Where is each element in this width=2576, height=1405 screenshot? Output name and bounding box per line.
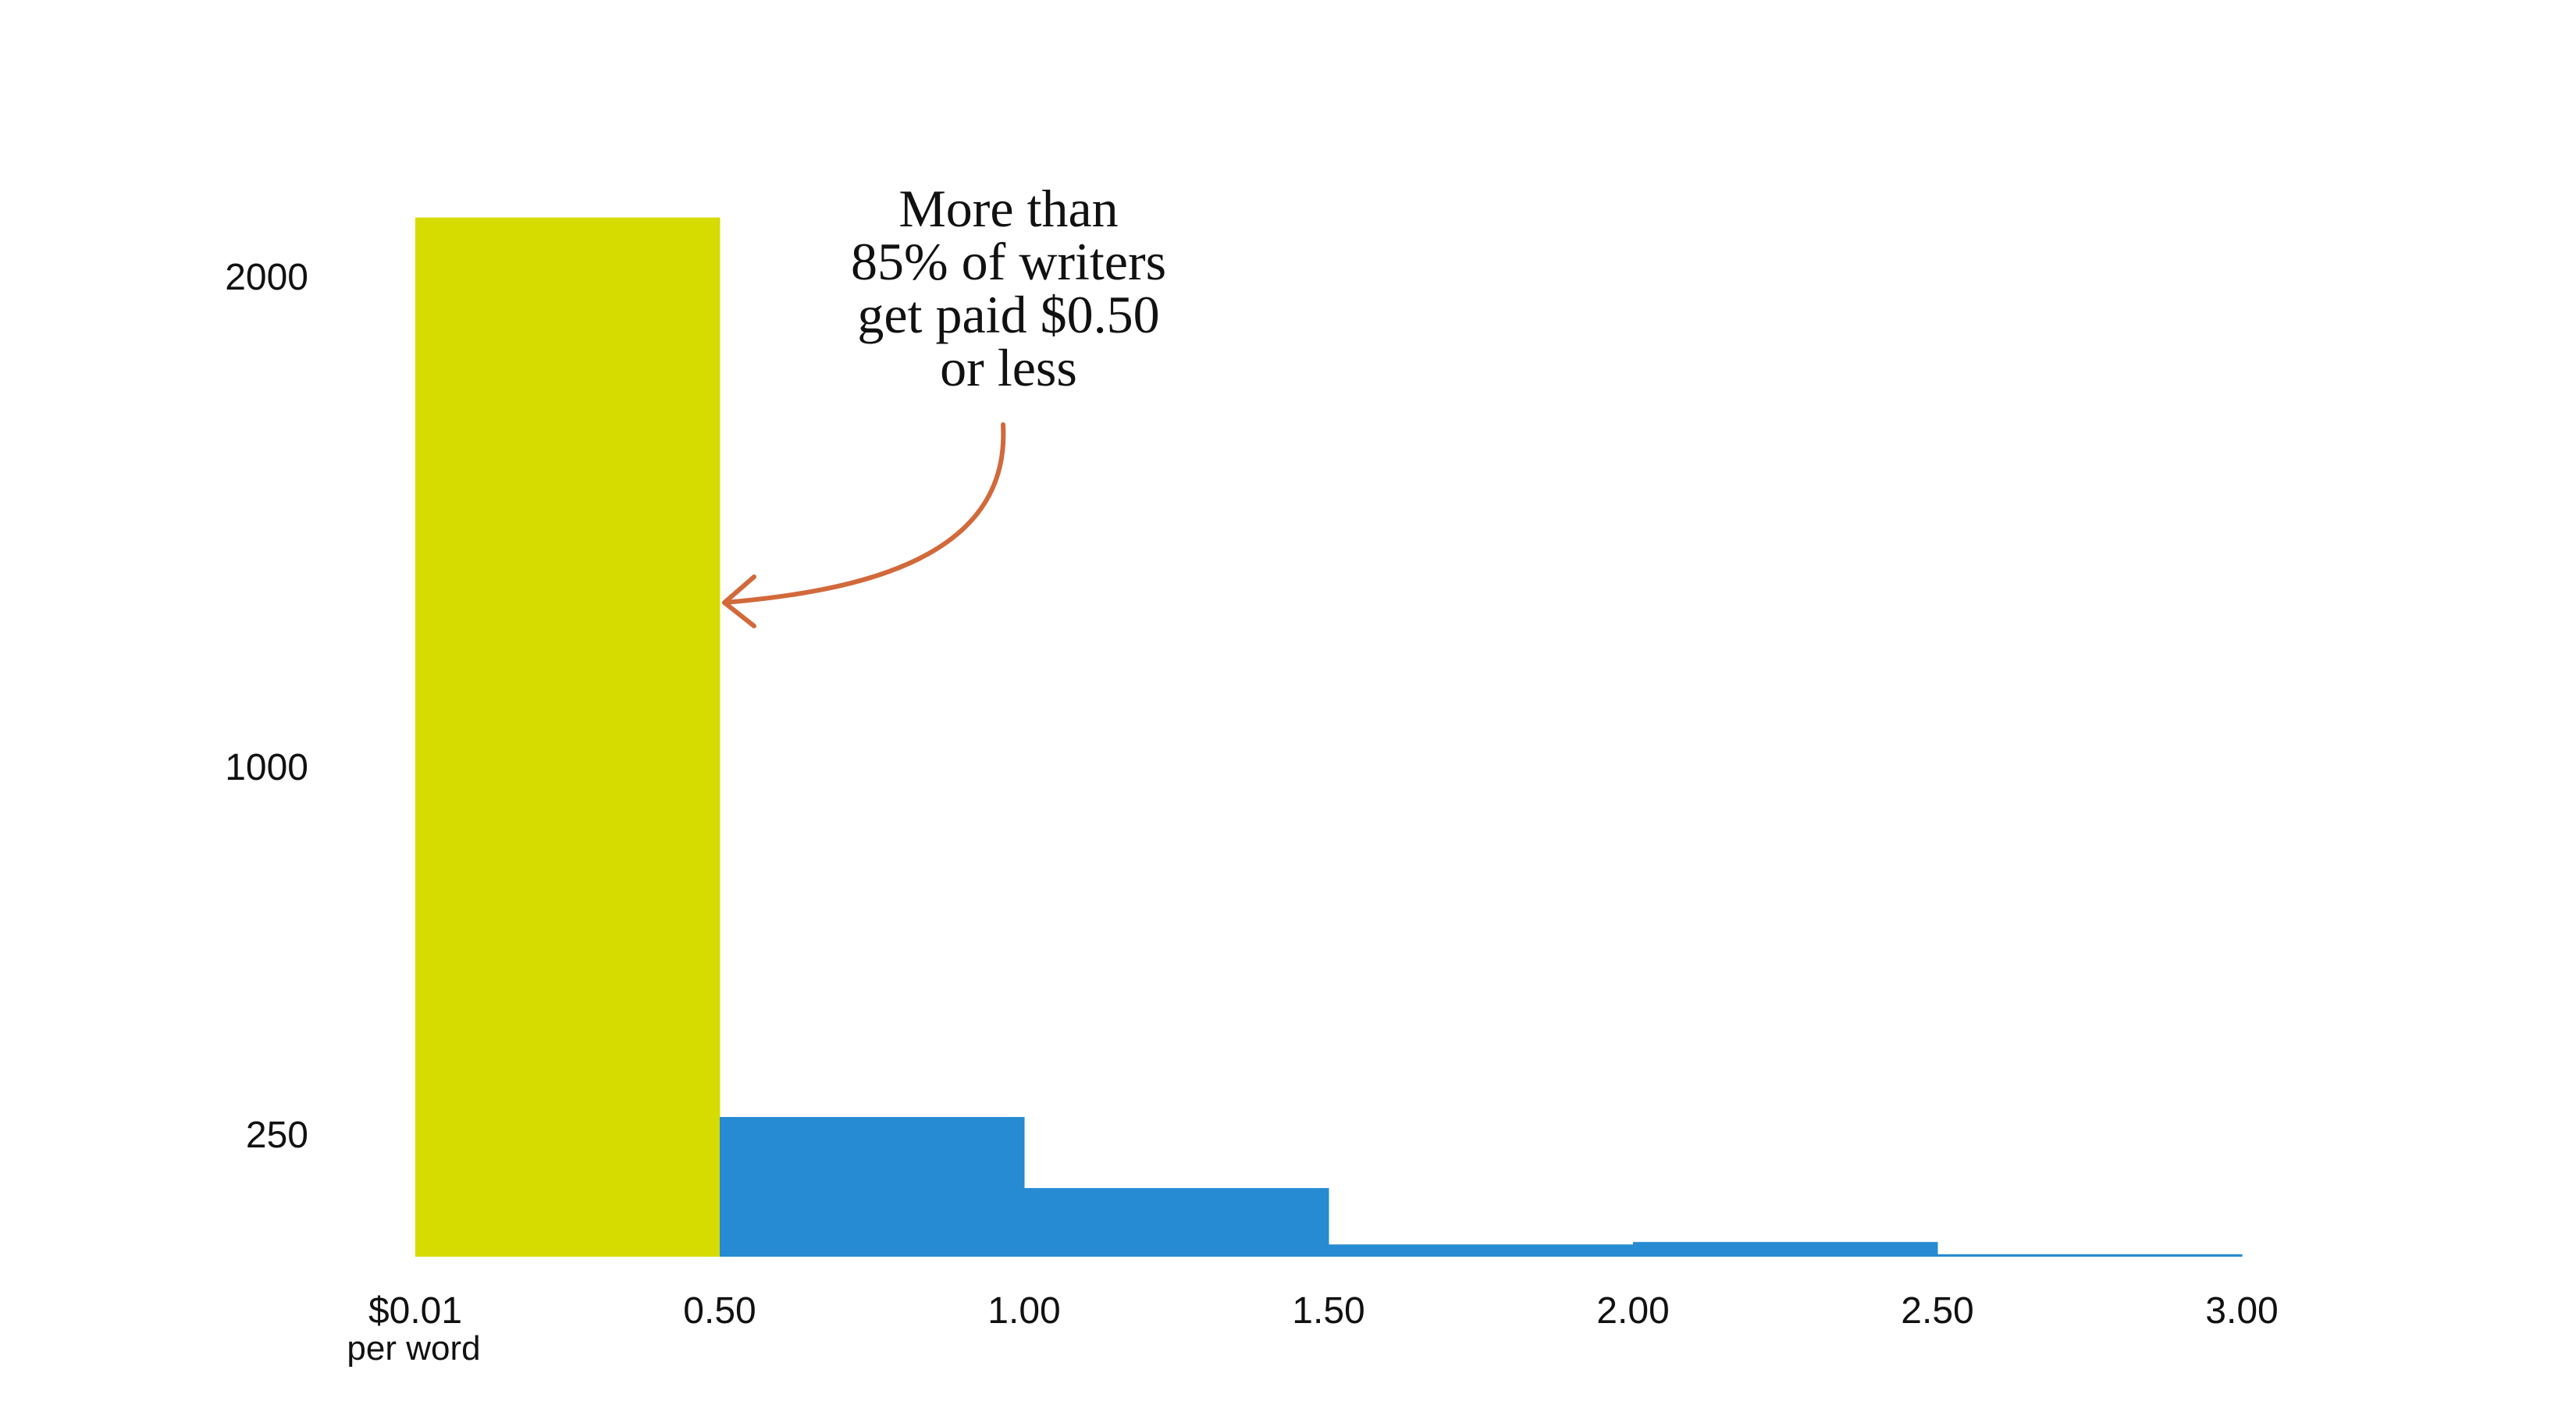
histogram-bar — [720, 1117, 1025, 1257]
x-tick-label: 1.50 — [1292, 1290, 1364, 1332]
bars-layer — [415, 217, 2243, 1257]
y-axis-ticks: 250 1000 2000 — [225, 257, 308, 1156]
y-tick-label: 250 — [246, 1115, 308, 1156]
x-tick-label: $0.01 — [368, 1290, 462, 1332]
y-tick-label: 2000 — [225, 257, 308, 298]
x-tick-label: 0.50 — [683, 1290, 756, 1332]
annotation-text-line: or less — [940, 338, 1077, 397]
x-tick-label: 1.00 — [987, 1290, 1060, 1332]
histogram-bar — [1633, 1242, 1938, 1257]
x-axis-ticks: per word $0.01 0.50 1.00 1.50 2.00 2.50 3.00 — [347, 1290, 2278, 1368]
histogram-bar — [1937, 1254, 2243, 1257]
x-tick-label: 2.50 — [1901, 1290, 1973, 1332]
histogram-bar — [415, 217, 720, 1257]
annotation-text-line: 85% of writers — [851, 232, 1166, 291]
annotation-text-line: get paid $0.50 — [857, 285, 1159, 344]
annotation-arrowhead — [722, 574, 756, 628]
histogram-bar — [1329, 1244, 1634, 1257]
x-unit-label: per word — [347, 1329, 480, 1368]
annotation-arrow — [722, 422, 1006, 605]
x-tick-label: 2.00 — [1596, 1290, 1669, 1332]
x-tick-label: 3.00 — [2205, 1290, 2278, 1332]
histogram-bar — [1024, 1188, 1329, 1257]
annotation-text-line: More than — [898, 179, 1118, 238]
y-tick-label: 1000 — [225, 747, 308, 788]
